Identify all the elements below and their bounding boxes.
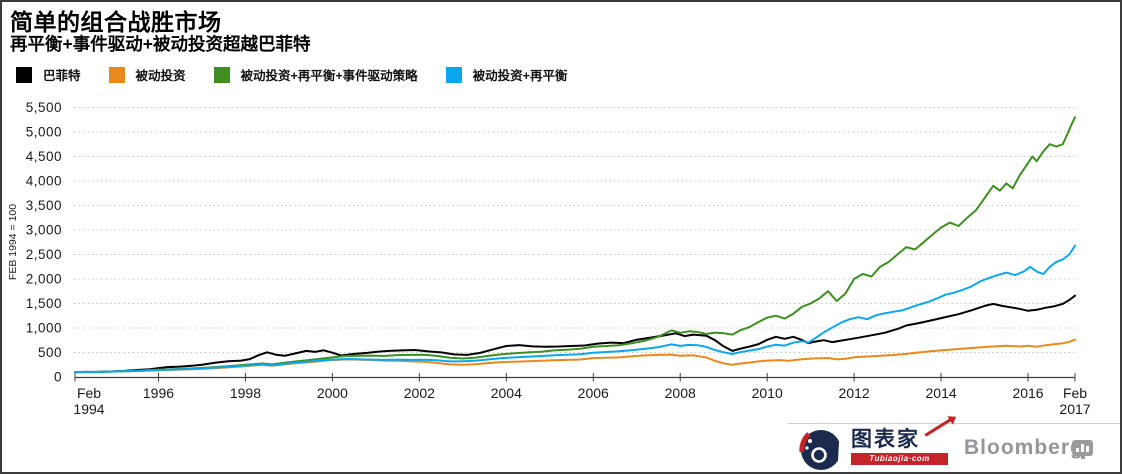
svg-text:1994: 1994 bbox=[73, 401, 104, 417]
chart-title: 简单的组合战胜市场 bbox=[10, 9, 222, 35]
svg-text:1,500: 1,500 bbox=[26, 296, 62, 311]
svg-text:2000: 2000 bbox=[317, 385, 348, 401]
svg-text:2006: 2006 bbox=[578, 385, 609, 401]
legend-label: 被动投资+再平衡 bbox=[472, 69, 568, 83]
svg-text:1996: 1996 bbox=[143, 385, 174, 401]
legend-swatch-icon bbox=[108, 66, 125, 83]
tubiaojia-domain-banner: Tubiaojia·com bbox=[851, 453, 948, 465]
tubiaojia-head-icon bbox=[799, 430, 845, 470]
legend-item: 被动投资 bbox=[108, 65, 186, 84]
svg-text:1998: 1998 bbox=[230, 385, 261, 401]
svg-text:Feb: Feb bbox=[77, 385, 101, 401]
chart-subtitle: 再平衡+事件驱动+被动投资超越巴菲特 bbox=[10, 34, 311, 54]
legend-swatch-icon bbox=[16, 66, 32, 83]
svg-text:2014: 2014 bbox=[926, 385, 957, 401]
legend-swatch-icon bbox=[213, 66, 230, 83]
footer-divider bbox=[788, 423, 1120, 424]
svg-text:2012: 2012 bbox=[839, 385, 870, 401]
svg-text:2002: 2002 bbox=[404, 385, 435, 401]
svg-text:500: 500 bbox=[38, 345, 62, 360]
svg-text:5,000: 5,000 bbox=[26, 125, 62, 140]
legend-label: 巴菲特 bbox=[43, 69, 81, 83]
svg-text:2017: 2017 bbox=[1059, 401, 1090, 417]
svg-text:2,500: 2,500 bbox=[26, 247, 62, 262]
legend-label: 被动投资 bbox=[135, 69, 186, 83]
legend-item: 被动投资+再平衡+事件驱动策略 bbox=[213, 65, 418, 84]
bloomberg-chart-icon bbox=[1072, 440, 1093, 459]
legend-swatch-icon bbox=[445, 66, 462, 83]
tubiaojia-brand-block: 图表家 Tubiaojia·com bbox=[851, 418, 952, 465]
svg-text:2016: 2016 bbox=[1012, 385, 1043, 401]
svg-text:0: 0 bbox=[54, 370, 62, 385]
svg-text:4,000: 4,000 bbox=[26, 174, 62, 189]
svg-text:3,500: 3,500 bbox=[26, 198, 62, 213]
svg-text:2,000: 2,000 bbox=[26, 272, 62, 287]
svg-text:4,500: 4,500 bbox=[26, 149, 62, 164]
svg-text:5,500: 5,500 bbox=[26, 100, 62, 115]
tubiaojia-brand-name: 图表家 bbox=[851, 428, 920, 451]
svg-text:2008: 2008 bbox=[665, 385, 696, 401]
svg-text:2010: 2010 bbox=[752, 385, 783, 401]
svg-text:FEB 1994 = 100: FEB 1994 = 100 bbox=[7, 204, 19, 280]
svg-text:Feb: Feb bbox=[1063, 385, 1087, 401]
svg-text:1,000: 1,000 bbox=[26, 321, 62, 336]
legend-item: 被动投资+再平衡 bbox=[445, 65, 568, 84]
bloomberg-attribution: Bloomberg bbox=[964, 436, 1084, 459]
svg-text:2004: 2004 bbox=[491, 385, 522, 401]
legend-item: 巴菲特 bbox=[16, 65, 81, 84]
chart-legend: 巴菲特 被动投资 被动投资+再平衡+事件驱动策略 被动投资+再平衡 bbox=[16, 65, 567, 84]
legend-label: 被动投资+再平衡+事件驱动策略 bbox=[240, 69, 418, 83]
svg-text:3,000: 3,000 bbox=[26, 223, 62, 238]
